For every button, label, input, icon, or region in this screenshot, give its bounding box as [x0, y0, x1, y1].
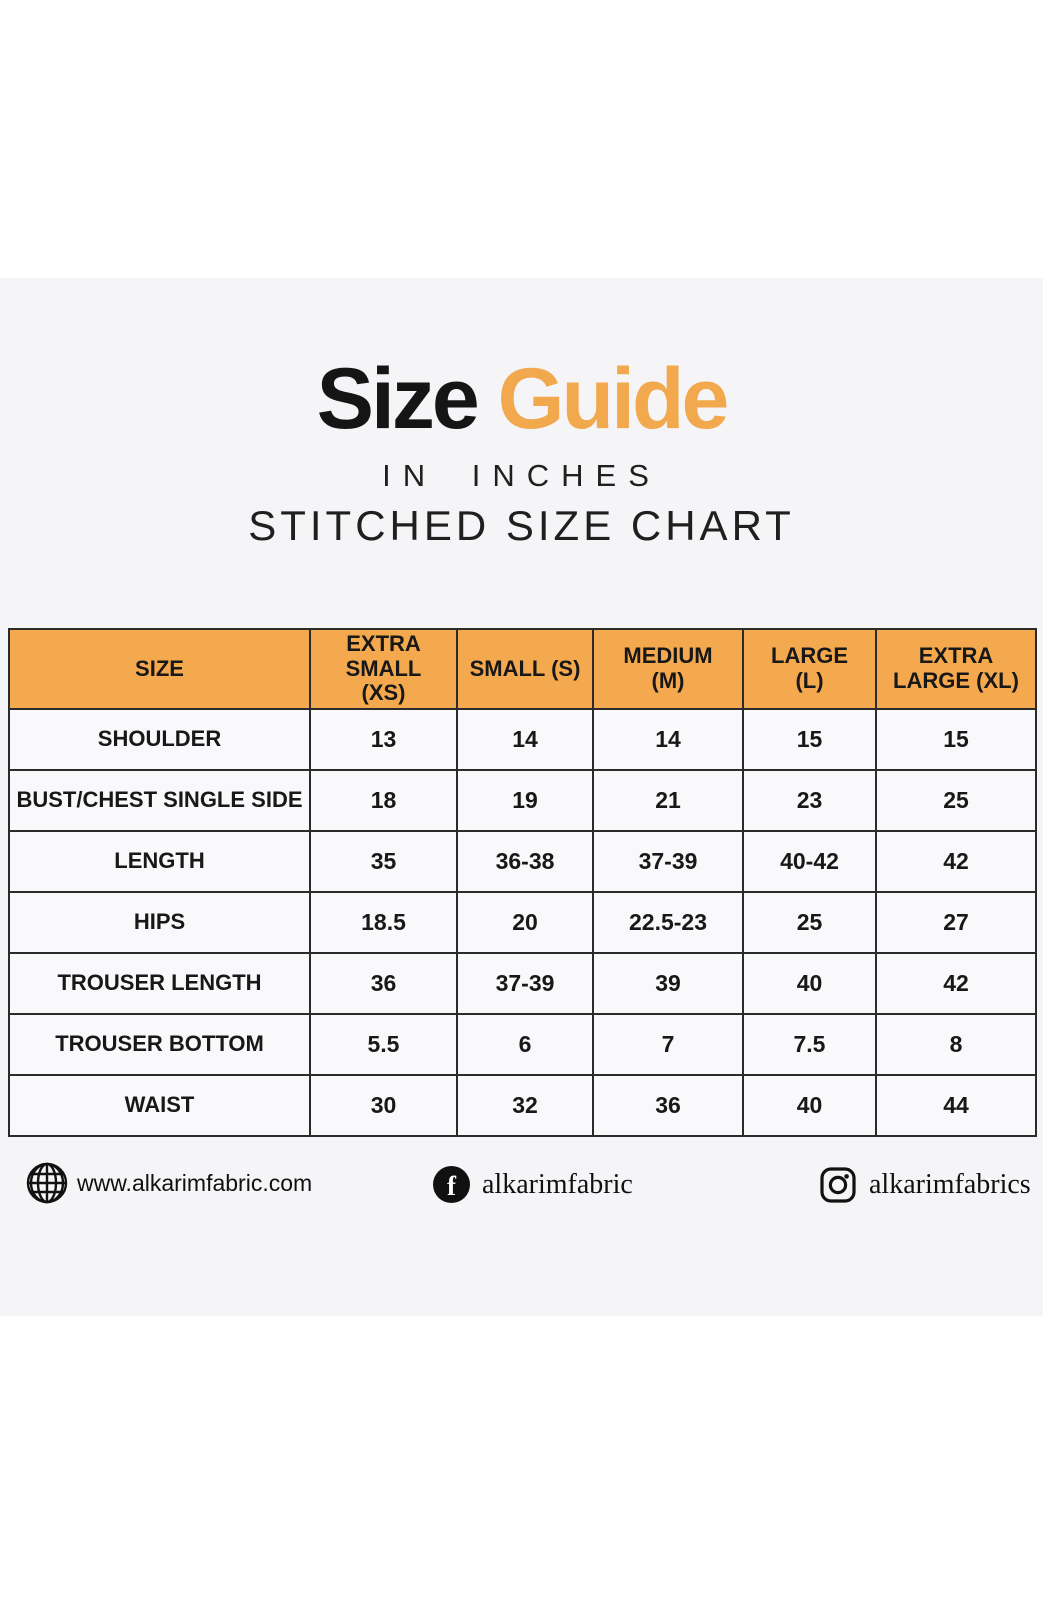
- row-label: LENGTH: [8, 829, 311, 893]
- column-header: EXTRA LARGE (XL): [875, 628, 1037, 710]
- page-title: Size Guide: [0, 356, 1043, 442]
- table-row: TROUSER LENGTH 36 37-39 39 40 42: [8, 951, 1037, 1015]
- value-cell: 25: [742, 890, 877, 954]
- footer-website: www.alkarimfabric.com: [25, 1161, 312, 1205]
- table-row: HIPS 18.5 20 22.5-23 25 27: [8, 890, 1037, 954]
- facebook-icon: f: [433, 1166, 470, 1203]
- value-cell: 39: [592, 951, 744, 1015]
- column-header-size: SIZE: [8, 628, 311, 710]
- value-cell: 21: [592, 768, 744, 832]
- subtitle-in-inches: IN INCHES: [382, 458, 661, 493]
- value-cell: 40: [742, 1073, 877, 1137]
- row-label: TROUSER BOTTOM: [8, 1012, 311, 1076]
- value-cell: 14: [592, 707, 744, 771]
- value-cell: 36-38: [456, 829, 594, 893]
- value-cell: 40-42: [742, 829, 877, 893]
- value-cell: 37-39: [456, 951, 594, 1015]
- instagram-handle: alkarimfabrics: [869, 1169, 1031, 1200]
- row-label: SHOULDER: [8, 707, 311, 771]
- footer-facebook: f alkarimfabric: [433, 1166, 633, 1203]
- value-cell: 27: [875, 890, 1037, 954]
- value-cell: 13: [309, 707, 458, 771]
- value-cell: 30: [309, 1073, 458, 1137]
- globe-icon: [25, 1161, 69, 1205]
- page-title-accent: Guide: [497, 351, 730, 447]
- value-cell: 6: [456, 1012, 594, 1076]
- value-cell: 37-39: [592, 829, 744, 893]
- value-cell: 42: [875, 829, 1037, 893]
- value-cell: 5.5: [309, 1012, 458, 1076]
- table-row: BUST/CHEST SINGLE SIDE 18 19 21 23 25: [8, 768, 1037, 832]
- value-cell: 32: [456, 1073, 594, 1137]
- value-cell: 42: [875, 951, 1037, 1015]
- row-label: TROUSER LENGTH: [8, 951, 311, 1015]
- value-cell: 18.5: [309, 890, 458, 954]
- subtitle-stitched-size-chart: STITCHED SIZE CHART: [248, 502, 795, 549]
- value-cell: 35: [309, 829, 458, 893]
- column-header: MEDIUM (M): [592, 628, 744, 710]
- value-cell: 22.5-23: [592, 890, 744, 954]
- value-cell: 14: [456, 707, 594, 771]
- row-label: HIPS: [8, 890, 311, 954]
- footer-instagram: alkarimfabrics: [819, 1166, 1031, 1204]
- website-url: www.alkarimfabric.com: [77, 1169, 313, 1196]
- row-label: WAIST: [8, 1073, 311, 1137]
- value-cell: 36: [309, 951, 458, 1015]
- table-row: TROUSER BOTTOM 5.5 6 7 7.5 8: [8, 1012, 1037, 1076]
- table-row: SHOULDER 13 14 14 15 15: [8, 707, 1037, 771]
- value-cell: 19: [456, 768, 594, 832]
- table-row: LENGTH 35 36-38 37-39 40-42 42: [8, 829, 1037, 893]
- title-block: Size Guide IN INCHES STITCHED SIZE CHART: [0, 356, 1043, 550]
- value-cell: 8: [875, 1012, 1037, 1076]
- facebook-handle: alkarimfabric: [482, 1168, 633, 1200]
- column-header: EXTRA SMALL (XS): [309, 628, 458, 710]
- size-table-body: SHOULDER 13 14 14 15 15 BUST/CHEST SINGLE SIDE…: [8, 707, 1037, 1137]
- page-title-primary: Size: [316, 351, 480, 447]
- value-cell: 23: [742, 768, 877, 832]
- column-header: LARGE (L): [742, 628, 877, 710]
- value-cell: 7: [592, 1012, 744, 1076]
- value-cell: 40: [742, 951, 877, 1015]
- value-cell: 44: [875, 1073, 1037, 1137]
- value-cell: 20: [456, 890, 594, 954]
- value-cell: 15: [742, 707, 877, 771]
- row-label: BUST/CHEST SINGLE SIDE: [8, 768, 311, 832]
- value-cell: 18: [309, 768, 458, 832]
- size-chart-table: SIZE EXTRA SMALL (XS) SMALL (S) MEDIUM (M) L…: [8, 628, 1037, 1137]
- column-header: SMALL (S): [456, 628, 594, 710]
- instagram-icon: [819, 1166, 857, 1204]
- size-table-header-row: SIZE EXTRA SMALL (XS) SMALL (S) MEDIUM (M) L…: [8, 628, 1037, 710]
- value-cell: 15: [875, 707, 1037, 771]
- value-cell: 36: [592, 1073, 744, 1137]
- value-cell: 25: [875, 768, 1037, 832]
- value-cell: 7.5: [742, 1012, 877, 1076]
- table-row: WAIST 30 32 36 40 44: [8, 1073, 1037, 1137]
